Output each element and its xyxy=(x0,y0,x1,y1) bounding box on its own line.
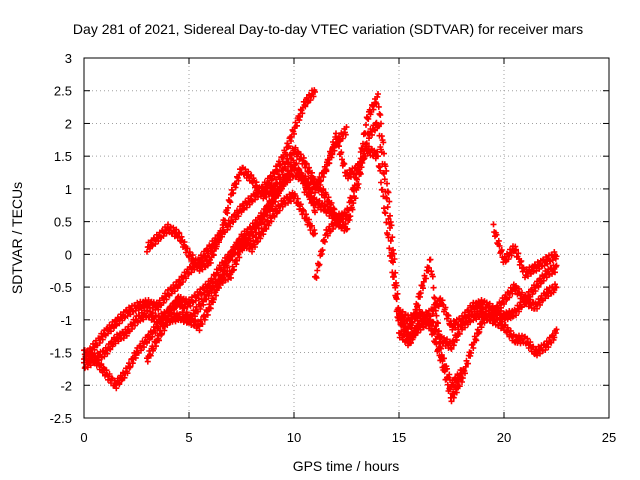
y-tick-label: 0 xyxy=(65,247,72,262)
series-points xyxy=(144,157,318,365)
series-points xyxy=(322,130,465,390)
y-tick-label: 1.5 xyxy=(54,149,72,164)
plot-frame xyxy=(83,57,610,419)
y-tick-label: -1.5 xyxy=(50,346,72,361)
y-tick-label: -1 xyxy=(60,313,72,328)
x-tick-label: 15 xyxy=(392,430,406,445)
series-points xyxy=(144,144,339,274)
y-tick-label: 3 xyxy=(65,51,72,66)
tick-labels: 0 5 10 15 20 25 -2.5 -2 -1.5 -1 -0.5 0 0.5 1 1.5 2 2.5 3 xyxy=(50,51,617,445)
y-tick-label: -0.5 xyxy=(50,280,72,295)
series-points xyxy=(396,281,560,405)
x-tick-label: 0 xyxy=(80,430,87,445)
series-track-8 xyxy=(322,130,465,390)
y-tick-label: 0.5 xyxy=(54,215,72,230)
data-points xyxy=(81,87,560,405)
grid-lines xyxy=(84,58,609,418)
x-tick-label: 10 xyxy=(287,430,301,445)
chart-title: Day 281 of 2021, Sidereal Day-to-day VTE… xyxy=(73,21,583,37)
y-tick-label: 2 xyxy=(65,116,72,131)
y-tick-label: 2.5 xyxy=(54,84,72,99)
series-track-10 xyxy=(490,221,560,281)
y-tick-label: -2 xyxy=(60,378,72,393)
x-tick-label: 5 xyxy=(185,430,192,445)
y-tick-label: -2.5 xyxy=(50,411,72,426)
y-tick-label: 1 xyxy=(65,182,72,197)
x-tick-label: 25 xyxy=(602,430,616,445)
series-track-3 xyxy=(144,144,339,274)
x-tick-label: 20 xyxy=(497,430,511,445)
x-axis-label: GPS time / hours xyxy=(293,458,400,474)
series-points xyxy=(490,221,560,281)
series-track-5 xyxy=(144,157,318,365)
series-track-9 xyxy=(396,281,560,405)
y-axis-label: SDTVAR / TECUs xyxy=(9,182,25,294)
